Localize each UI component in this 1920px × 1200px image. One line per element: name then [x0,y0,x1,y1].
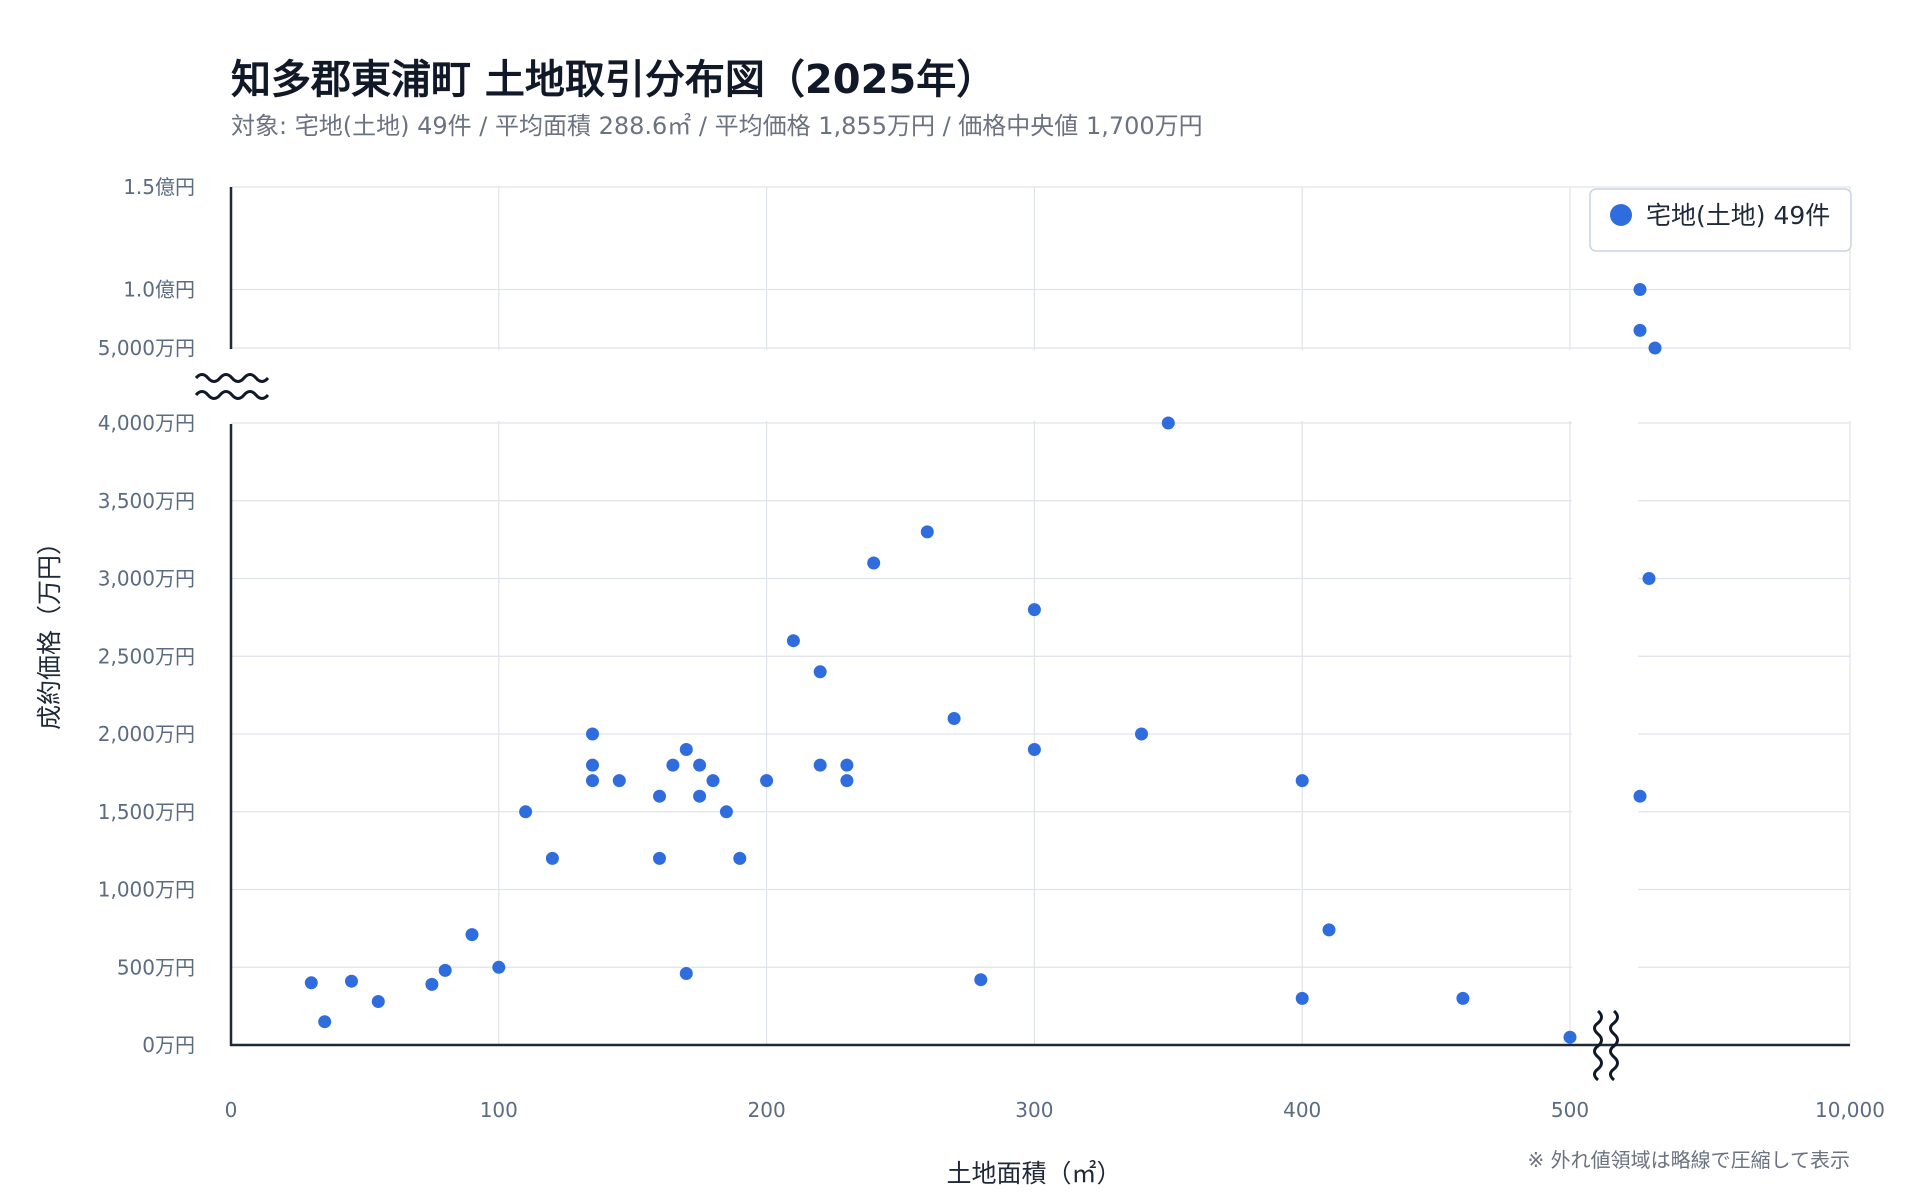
data-point [733,851,747,865]
data-point [1633,789,1647,803]
y-tick-label: 500万円 [117,955,195,979]
data-point [813,758,827,772]
data-point [438,963,452,977]
data-point [586,774,599,788]
data-point [693,789,707,803]
axes [229,187,1850,1047]
x-axis-label: 土地面積（㎡） [946,1159,1121,1188]
data-point [612,774,626,788]
legend: 宅地(土地) 49件 [1589,188,1852,252]
footnote: ※ 外れ値領域は略線で圧縮して表示 [1527,1148,1850,1172]
data-point [318,1015,332,1029]
data-point [1563,1030,1577,1044]
y-tick-label: 1,500万円 [98,800,195,824]
y-axis-label: 成約価格（万円） [35,530,64,730]
data-point [786,634,800,648]
data-point [1633,323,1647,337]
y-tick-label: 1,000万円 [98,878,195,902]
axis-break-gaps [227,349,1854,1043]
x-tick-label: 0 [225,1098,238,1122]
x-tick-label: 100 [480,1098,518,1122]
data-point [1456,991,1470,1005]
data-point [760,774,774,788]
data-point [1295,774,1309,788]
y-tick-label: 5,000万円 [98,336,195,360]
data-point [813,665,827,679]
data-point [1135,727,1148,741]
data-point [345,974,358,988]
y-axis-break-symbol [194,373,270,383]
legend-marker [1610,204,1632,226]
data-point [1642,572,1656,585]
data-points [304,283,1662,1044]
data-point [304,976,318,990]
data-point [1322,923,1336,937]
data-point [1633,283,1647,296]
y-tick-label: 0万円 [142,1033,195,1057]
x-tick-label: 200 [748,1098,786,1122]
data-point [1648,341,1662,355]
legend-box [1589,188,1852,252]
data-point [492,960,506,974]
data-point [465,928,479,942]
data-point [653,851,666,865]
x-break-gap [1572,349,1638,1043]
legend-label: 宅地(土地) 49件 [1646,201,1830,230]
data-point [719,805,733,819]
x-tick-label: 500 [1551,1098,1589,1122]
data-point [371,995,385,1008]
data-point [1295,991,1309,1005]
data-point [974,973,988,987]
y-tick-label: 1.5億円 [123,175,195,199]
data-point [867,556,881,570]
data-point [519,805,533,819]
data-point [840,774,854,788]
y-tick-label: 2,500万円 [98,644,195,668]
x-axis-break-symbol [1609,1009,1619,1082]
data-point [1161,416,1175,430]
axis-break-symbols [194,373,1619,1082]
y-axis-break-symbol [194,390,270,400]
data-point [586,727,599,741]
data-point [1027,603,1041,617]
data-point [679,967,693,980]
data-point [693,758,707,772]
data-point [947,712,961,725]
data-point [545,851,559,865]
data-point [1027,743,1041,756]
data-point [679,743,693,756]
data-point [920,525,934,539]
data-point [425,977,439,991]
tick-labels: 0 100 200 300 400 500 10,000 0万円 500万円 1,000万円 1,5… [98,175,1885,1122]
x-tick-label: 400 [1283,1098,1321,1122]
y-tick-label: 3,000万円 [98,567,195,591]
y-tick-label: 2,000万円 [98,722,195,746]
x-tick-label: 10,000 [1815,1098,1885,1122]
data-point [706,774,720,788]
data-point [840,758,854,772]
chart-subtitle: 対象: 宅地(土地) 49件 / 平均面積 288.6㎡ / 平均価格 1,85… [231,112,1203,140]
data-point [653,789,666,803]
y-tick-label: 4,000万円 [98,411,195,435]
chart-title: 知多郡東浦町 土地取引分布図（2025年） [231,57,996,103]
y-tick-label: 1.0億円 [123,278,195,302]
y-tick-label: 3,500万円 [98,489,195,513]
x-axis-break-symbol [1593,1009,1603,1082]
data-point [666,758,680,772]
data-point [586,758,599,772]
x-tick-label: 300 [1015,1098,1053,1122]
